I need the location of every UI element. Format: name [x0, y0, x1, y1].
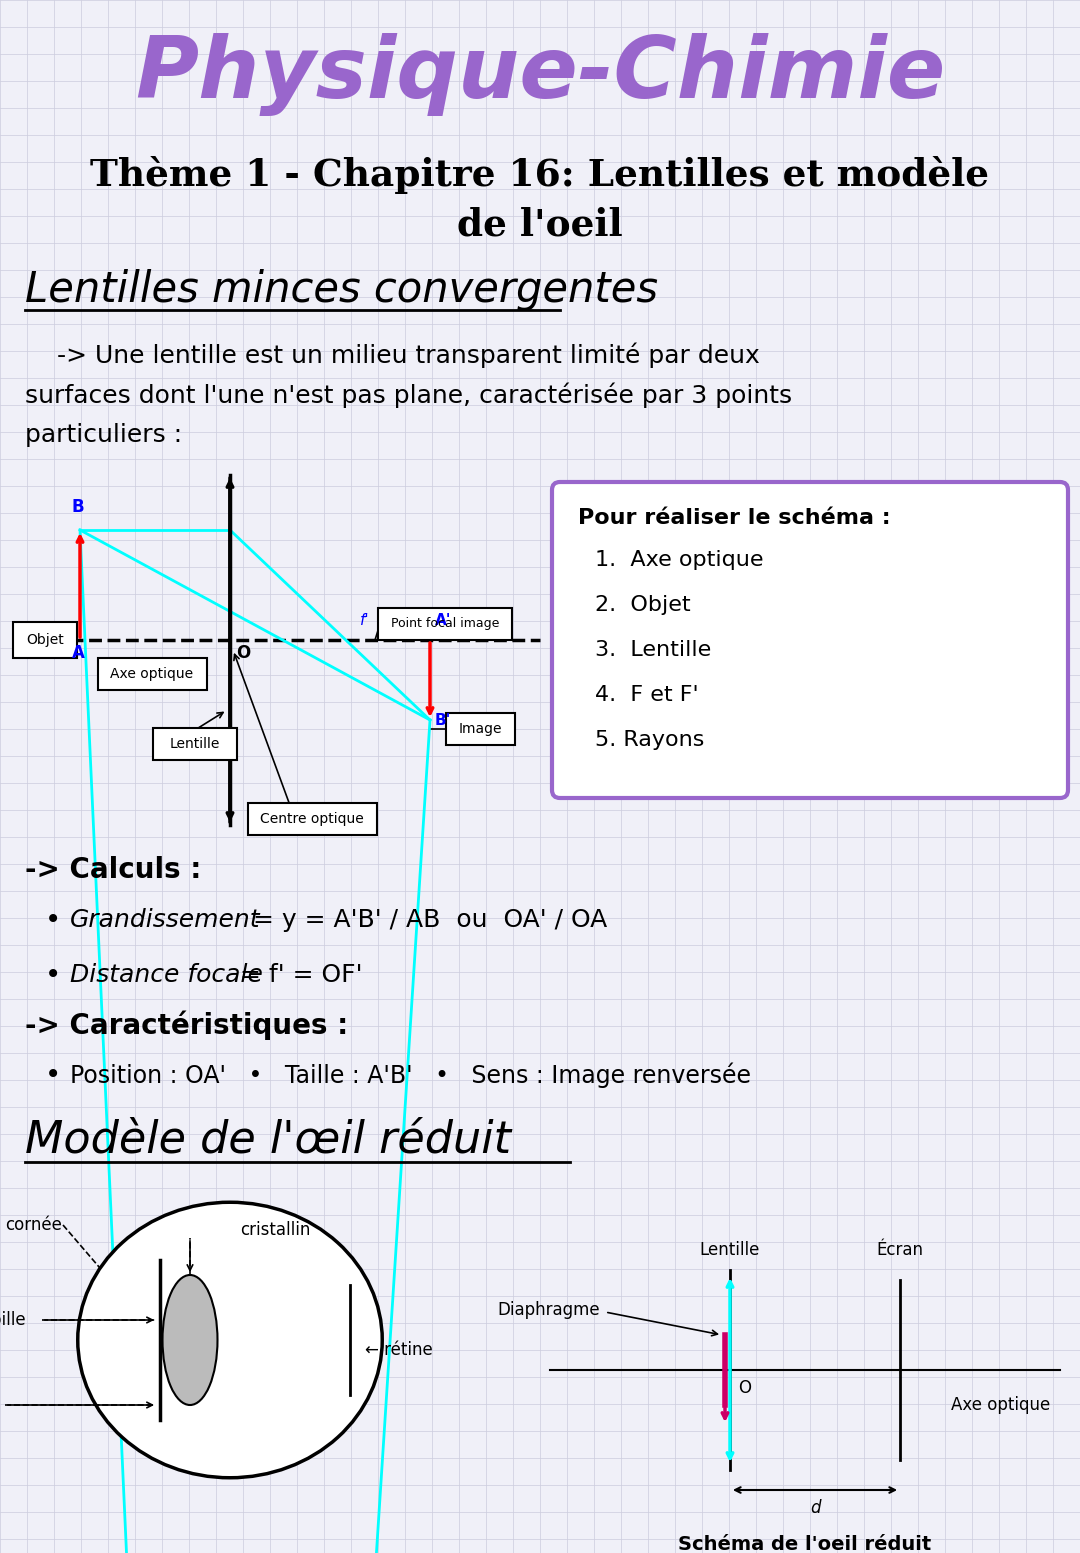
Text: particuliers :: particuliers :	[25, 422, 183, 447]
Text: Pour réaliser le schéma :: Pour réaliser le schéma :	[578, 508, 891, 528]
Text: 3.  Lentille: 3. Lentille	[595, 640, 712, 660]
FancyBboxPatch shape	[446, 713, 515, 745]
Text: Lentille: Lentille	[170, 738, 220, 752]
Text: A': A'	[435, 613, 451, 627]
Text: = y = A'B' / AB  ou  OA' / OA: = y = A'B' / AB ou OA' / OA	[245, 909, 607, 932]
Text: Distance focale: Distance focale	[70, 963, 262, 988]
FancyBboxPatch shape	[13, 623, 77, 658]
Text: -> Calculs :: -> Calculs :	[25, 856, 201, 884]
Text: •: •	[45, 1061, 62, 1089]
Text: Grandissement: Grandissement	[70, 909, 260, 932]
Text: 1.  Axe optique: 1. Axe optique	[595, 550, 764, 570]
FancyBboxPatch shape	[552, 481, 1068, 798]
Text: 4.  F et F': 4. F et F'	[595, 685, 699, 705]
FancyBboxPatch shape	[378, 609, 512, 640]
Text: cristallin: cristallin	[240, 1221, 310, 1239]
Text: Schéma de l'oeil réduit: Schéma de l'oeil réduit	[678, 1536, 932, 1553]
Text: Position : OA'   •   Taille : A'B'   •   Sens : Image renversée: Position : OA' • Taille : A'B' • Sens : …	[70, 1062, 751, 1087]
Text: = f' = OF': = f' = OF'	[232, 963, 363, 988]
Text: Axe optique: Axe optique	[110, 666, 193, 682]
Text: Image: Image	[458, 722, 502, 736]
Text: •: •	[45, 961, 62, 989]
Text: Physique-Chimie: Physique-Chimie	[135, 34, 945, 116]
Text: Objet: Objet	[26, 634, 64, 648]
Text: cornée: cornée	[5, 1216, 62, 1235]
Ellipse shape	[162, 1275, 217, 1405]
Text: de l'oeil: de l'oeil	[457, 207, 623, 244]
Text: pupille: pupille	[0, 1311, 26, 1329]
Text: B: B	[71, 499, 84, 516]
Text: -> Une lentille est un milieu transparent limité par deux: -> Une lentille est un milieu transparen…	[25, 342, 759, 368]
Text: Modèle de l'œil réduit: Modèle de l'œil réduit	[25, 1118, 511, 1162]
Ellipse shape	[78, 1202, 382, 1478]
Text: O: O	[738, 1379, 751, 1398]
Text: Thème 1 - Chapitre 16: Lentilles et modèle: Thème 1 - Chapitre 16: Lentilles et modè…	[91, 155, 989, 194]
Text: Lentille: Lentille	[700, 1241, 760, 1259]
Text: Lentilles minces convergentes: Lentilles minces convergentes	[25, 269, 658, 311]
Text: f': f'	[361, 613, 370, 627]
FancyBboxPatch shape	[153, 728, 237, 759]
Text: d: d	[810, 1499, 820, 1517]
Text: O: O	[237, 644, 251, 662]
Text: Diaphragme: Diaphragme	[498, 1301, 600, 1318]
Text: Axe optique: Axe optique	[950, 1396, 1050, 1413]
FancyBboxPatch shape	[248, 803, 377, 836]
Text: A: A	[71, 644, 84, 662]
Text: -> Caractéristiques :: -> Caractéristiques :	[25, 1011, 348, 1041]
Text: surfaces dont l'une n'est pas plane, caractérisée par 3 points: surfaces dont l'une n'est pas plane, car…	[25, 382, 792, 408]
Text: •: •	[45, 905, 62, 933]
FancyBboxPatch shape	[98, 658, 207, 690]
Text: 5. Rayons: 5. Rayons	[595, 730, 704, 750]
Text: B': B'	[435, 713, 451, 728]
Text: 2.  Objet: 2. Objet	[595, 595, 690, 615]
Text: Point focal image: Point focal image	[391, 618, 499, 631]
Text: Centre optique: Centre optique	[260, 812, 364, 826]
Text: Écran: Écran	[877, 1241, 923, 1259]
Text: ← rétine: ← rétine	[365, 1340, 433, 1359]
